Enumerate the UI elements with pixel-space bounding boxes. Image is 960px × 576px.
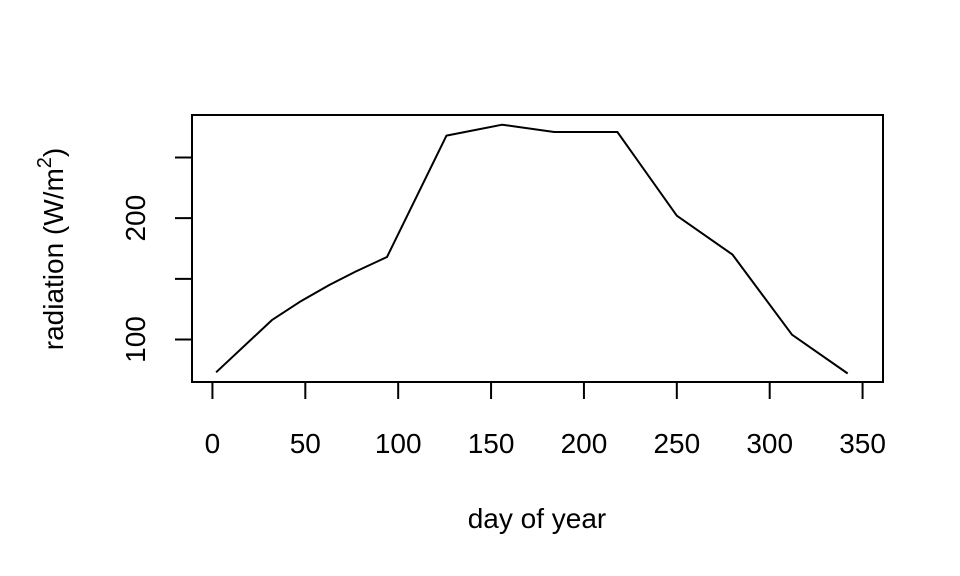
y-axis-label-close: ) <box>38 148 69 157</box>
x-tick-label: 150 <box>468 428 515 459</box>
y-axis: 100 200 <box>120 156 193 363</box>
series-layer <box>215 123 849 375</box>
x-tick-label: 50 <box>290 428 321 459</box>
series-line <box>215 123 849 375</box>
y-tick-label: 200 <box>120 195 151 242</box>
y-tick-label: 100 <box>120 316 151 363</box>
x-tick-label: 100 <box>375 428 422 459</box>
y-axis-label: radiation (W/m2) <box>34 148 69 351</box>
x-tick-label: 0 <box>205 428 221 459</box>
x-tick-label: 200 <box>561 428 608 459</box>
x-tick-label: 300 <box>746 428 793 459</box>
x-axis: 0 50 100 150 200 250 300 350 <box>205 381 886 459</box>
x-axis-label: day of year <box>468 503 607 534</box>
x-tick-label: 350 <box>839 428 886 459</box>
plot-frame <box>191 114 884 383</box>
x-tick-label: 250 <box>653 428 700 459</box>
y-axis-label-superscript: 2 <box>34 157 56 168</box>
y-axis-label-text: radiation (W/m <box>38 168 69 350</box>
